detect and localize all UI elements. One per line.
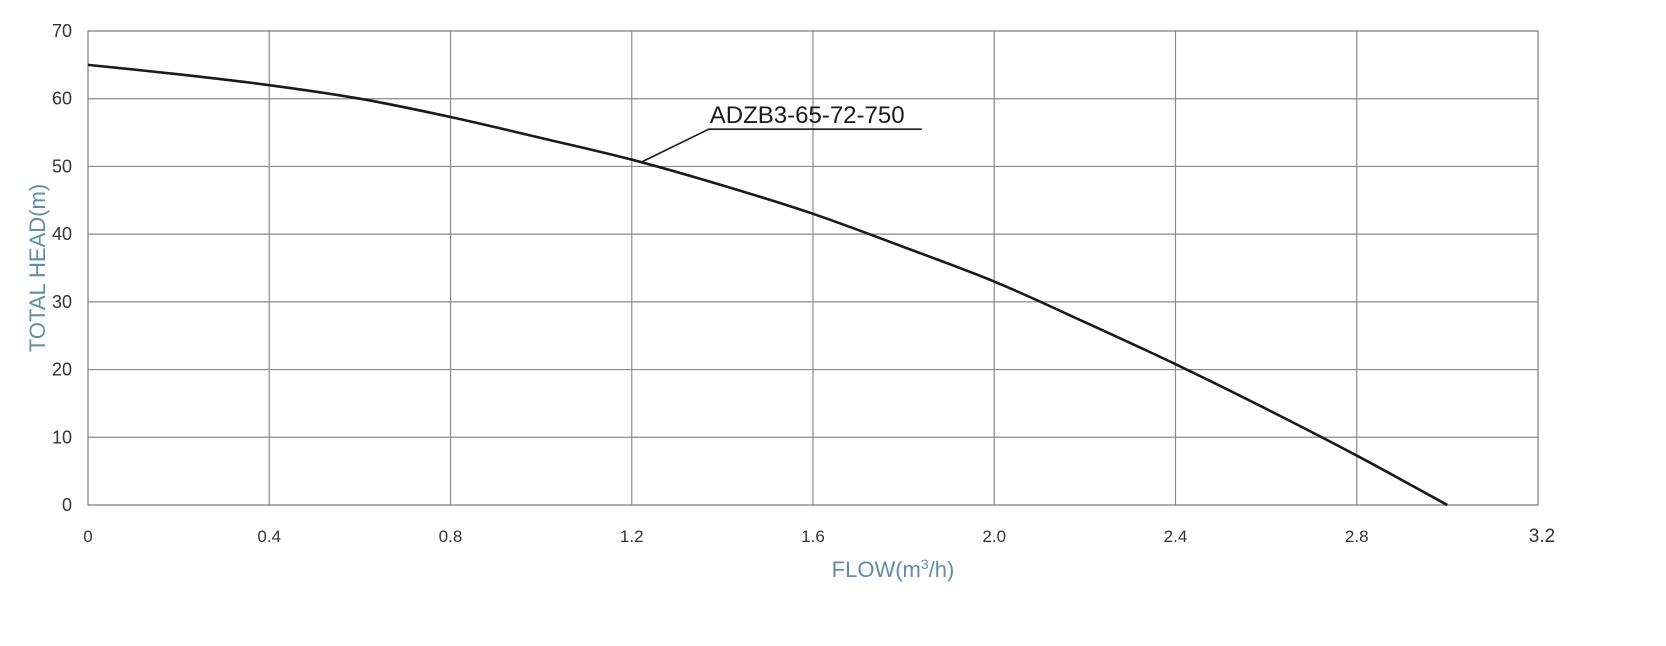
y-axis-title: TOTAL HEAD(m)	[25, 184, 50, 352]
x-tick-label-6: 2.4	[1164, 527, 1188, 546]
x-axis-title: FLOW(m3/h)	[832, 556, 955, 582]
y-tick-label-3: 30	[52, 292, 72, 312]
plot-frame	[87, 30, 1539, 506]
series-line-adzb3-65-72-750	[87, 63, 1449, 507]
y-tick-label-6: 60	[52, 89, 72, 109]
x-axis-title-superscript: 3	[921, 556, 929, 572]
x-tick-label-3: 1.2	[620, 527, 644, 546]
x-axis-ticks: 0 0.4 0.8 1.2 1.6 2.0 2.4 2.8 3.2	[83, 526, 1555, 547]
y-tick-label-2: 20	[52, 360, 72, 380]
x-tick-label-1: 0.4	[257, 527, 281, 546]
x-tick-label-0: 0	[83, 527, 92, 546]
y-tick-label-4: 40	[52, 224, 72, 244]
y-axis-ticks: 0 10 20 30 40 50 60 70	[52, 21, 72, 515]
series-label: ADZB3-65-72-750	[710, 102, 905, 129]
x-tick-label-2: 0.8	[439, 527, 463, 546]
y-tick-label-1: 10	[52, 427, 72, 447]
y-tick-label-5: 50	[52, 156, 72, 176]
x-tick-label-5: 2.0	[982, 527, 1006, 546]
x-tick-label-8: 3.2	[1529, 526, 1555, 547]
x-tick-label-7: 2.8	[1345, 527, 1369, 546]
x-axis-title-suffix: /h)	[929, 557, 955, 582]
x-axis-title-prefix: FLOW(m	[832, 557, 921, 582]
y-tick-label-0: 0	[62, 495, 72, 515]
x-tick-label-4: 1.6	[801, 527, 825, 546]
y-tick-label-7: 70	[52, 21, 72, 41]
annotation-leader-line	[640, 128, 922, 164]
